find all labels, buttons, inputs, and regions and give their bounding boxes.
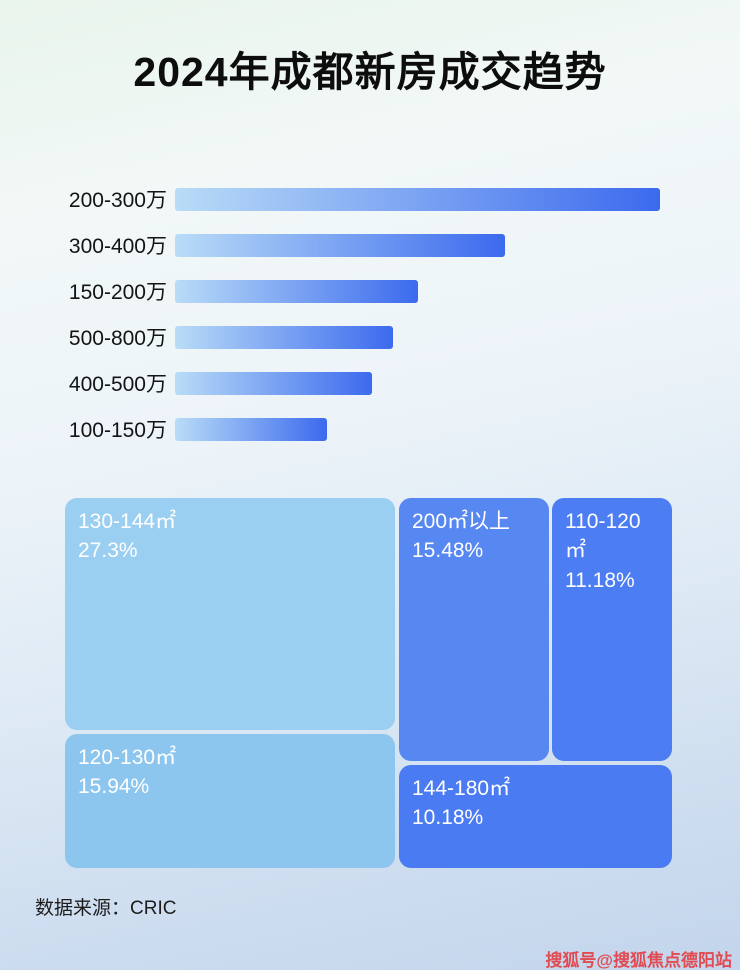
- bar-category-label: 400-500万: [68, 373, 167, 396]
- data-source-label: 数据来源：CRIC: [35, 898, 177, 919]
- bar-category-label: 300-400万: [68, 235, 167, 258]
- page-title: 2024年成都新房成交趋势: [133, 49, 607, 95]
- bar-track: [175, 233, 702, 257]
- bar-row: 100-150万: [40, 406, 702, 452]
- bar-row: 200-300万: [40, 176, 702, 222]
- treemap-cell-percent: 15.94%: [78, 775, 150, 799]
- bar-chart: 200-300万 300-400万 150-200万 500-800万 400-: [40, 176, 702, 452]
- treemap-cell-110-120: 110-120㎡ 11.18%: [552, 498, 672, 761]
- watermark-text: 搜狐号@搜狐焦点德阳站: [545, 951, 732, 970]
- bar-row: 150-200万: [40, 268, 702, 314]
- bar-track: [175, 371, 702, 395]
- treemap-cell-percent: 11.18%: [565, 568, 635, 592]
- bar-track: [175, 417, 702, 441]
- treemap: 130-144㎡ 27.3% 200㎡以上 15.48% 110-120㎡ 11…: [65, 498, 672, 868]
- bar-category-label: 500-800万: [68, 327, 167, 350]
- bar: [175, 187, 660, 211]
- treemap-cell-percent: 15.48%: [412, 539, 484, 563]
- treemap-cell-label: 110-120㎡: [565, 510, 641, 563]
- treemap-cell-label: 200㎡以上: [412, 510, 511, 533]
- treemap-cell-percent: 27.3%: [78, 539, 138, 563]
- bar: [175, 371, 372, 395]
- bar-category-label: 100-150万: [68, 419, 167, 442]
- treemap-cell-label: 120-130㎡: [78, 746, 177, 769]
- treemap-cell-percent: 10.18%: [412, 806, 484, 830]
- bar-category-label: 200-300万: [68, 189, 167, 212]
- bar-track: [175, 187, 702, 211]
- bar-row: 500-800万: [40, 314, 702, 360]
- bar-track: [175, 325, 702, 349]
- bar: [175, 279, 418, 303]
- treemap-cell-130-144: 130-144㎡ 27.3%: [65, 498, 395, 730]
- bar: [175, 233, 505, 257]
- treemap-cell-120-130: 120-130㎡ 15.94%: [65, 734, 395, 868]
- bar-track: [175, 279, 702, 303]
- bar-row: 300-400万: [40, 222, 702, 268]
- treemap-cell-label: 130-144㎡: [78, 510, 177, 533]
- bar-category-label: 150-200万: [68, 281, 167, 304]
- bar: [175, 325, 393, 349]
- treemap-cell-144-180: 144-180㎡ 10.18%: [399, 765, 672, 868]
- treemap-cell-200plus: 200㎡以上 15.48%: [399, 498, 549, 761]
- bar: [175, 417, 327, 441]
- treemap-cell-label: 144-180㎡: [412, 777, 511, 800]
- bar-row: 400-500万: [40, 360, 702, 406]
